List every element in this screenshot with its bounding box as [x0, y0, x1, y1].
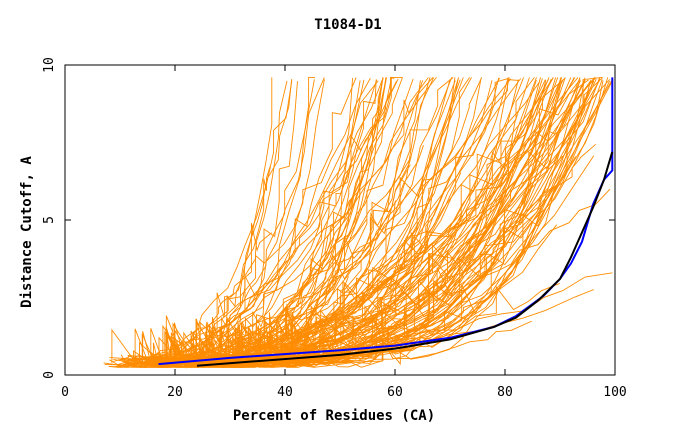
background-curve — [109, 77, 437, 367]
background-curve — [238, 77, 576, 361]
x-tick-label: 60 — [387, 385, 403, 400]
background-curve — [165, 77, 579, 366]
background-curve — [209, 77, 609, 367]
x-tick-label: 100 — [603, 385, 626, 400]
background-model-curves — [103, 76, 614, 369]
series-line-highlight-black — [196, 151, 614, 367]
background-curve — [192, 145, 424, 364]
y-axis-ticks: 0 5 10 — [42, 57, 615, 379]
background-curve — [203, 79, 519, 368]
background-curve — [137, 77, 371, 365]
y-tick-label: 5 — [42, 216, 57, 224]
background-curve — [150, 76, 403, 367]
background-curve — [234, 79, 614, 365]
x-tick-label: 40 — [277, 385, 293, 400]
background-curve — [146, 223, 272, 364]
background-curve — [117, 80, 456, 368]
highlight-curves — [158, 77, 614, 367]
x-tick-label: 0 — [61, 385, 69, 400]
background-curve — [238, 81, 591, 368]
x-axis-label: Percent of Residues (CA) — [233, 408, 435, 424]
background-curve — [230, 77, 575, 363]
background-curve — [167, 77, 500, 368]
background-curve — [120, 77, 403, 363]
background-curve — [146, 77, 453, 367]
background-curve — [142, 81, 298, 368]
background-curve — [157, 78, 614, 362]
background-curve — [120, 218, 368, 366]
x-tick-label: 20 — [167, 385, 183, 400]
chart-title: T1084-D1 — [314, 17, 381, 33]
background-curve — [269, 79, 546, 364]
x-axis-ticks: 0 20 40 60 80 100 — [61, 65, 627, 400]
x-tick-label: 80 — [497, 385, 513, 400]
y-tick-label: 10 — [42, 57, 57, 73]
y-axis-label: Distance Cutoff, A — [19, 156, 35, 308]
y-tick-label: 0 — [42, 371, 57, 379]
background-curve — [130, 77, 595, 367]
background-curve — [160, 78, 522, 363]
background-curve — [168, 79, 519, 367]
